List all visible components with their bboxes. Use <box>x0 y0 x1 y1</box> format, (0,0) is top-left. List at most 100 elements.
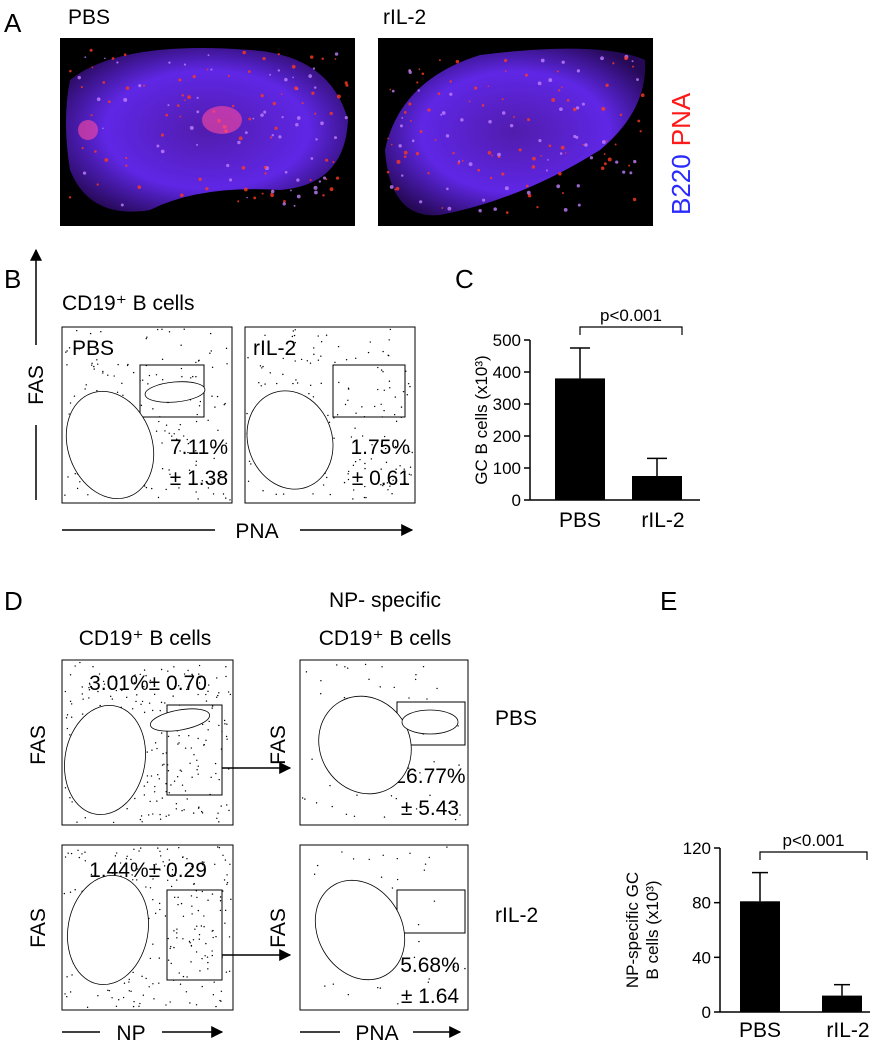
event-dot <box>223 404 225 406</box>
event-dot <box>450 800 452 802</box>
event-dot <box>269 372 271 374</box>
event-dot <box>71 801 73 803</box>
event-dot <box>341 851 343 853</box>
event-dot <box>382 350 384 353</box>
speckle <box>540 154 542 157</box>
event-dot <box>221 956 223 958</box>
event-dot <box>152 898 154 901</box>
event-dot <box>183 328 185 330</box>
speckle <box>335 176 340 180</box>
speckle <box>260 94 264 98</box>
event-dot <box>320 692 322 695</box>
speckle <box>561 60 565 64</box>
speckle <box>504 58 508 63</box>
event-dot <box>149 800 151 803</box>
speckle <box>309 55 314 59</box>
speckle <box>409 120 412 122</box>
event-dot <box>227 691 230 693</box>
event-dot <box>197 773 199 775</box>
gate-sd: ± 0.61 <box>352 467 410 490</box>
speckle <box>292 76 295 79</box>
event-dot <box>189 942 191 944</box>
event-dot <box>145 675 147 677</box>
event-dot <box>352 464 355 467</box>
speckle <box>633 159 637 164</box>
speckle <box>455 59 460 64</box>
event-dot <box>90 873 93 876</box>
event-dot <box>156 747 158 750</box>
event-dot <box>190 961 192 963</box>
event-dot <box>153 791 156 793</box>
event-dot <box>70 852 73 855</box>
event-dot <box>201 480 203 482</box>
speckle <box>333 136 338 140</box>
event-dot <box>198 673 200 675</box>
event-dot <box>155 430 158 432</box>
event-dot <box>346 667 349 669</box>
event-dot <box>433 761 435 763</box>
event-dot <box>97 348 99 350</box>
event-dot <box>177 685 180 687</box>
event-dot <box>409 806 411 808</box>
y-tick-label: 200 <box>493 427 521 446</box>
event-dot <box>196 896 198 899</box>
speckle <box>282 202 286 206</box>
gate-percent: 7.11% <box>170 436 228 459</box>
event-dot <box>133 848 135 850</box>
event-dot <box>186 976 188 978</box>
speckle <box>566 99 570 102</box>
speckle <box>102 81 106 84</box>
event-dot <box>166 879 169 882</box>
gate-sd: ± 5.43 <box>401 797 459 820</box>
event-dot <box>152 813 154 815</box>
event-dot <box>147 383 149 385</box>
event-dot <box>196 925 198 927</box>
event-dot <box>163 763 165 765</box>
event-dot <box>171 873 174 876</box>
event-dot <box>162 752 164 755</box>
event-dot <box>306 360 309 362</box>
event-dot <box>188 940 191 943</box>
event-dot <box>147 814 150 816</box>
event-dot <box>219 896 222 898</box>
event-dot <box>165 424 168 426</box>
event-dot <box>380 483 382 486</box>
event-dot <box>199 970 201 972</box>
speckle <box>189 125 194 130</box>
event-dot <box>123 982 126 984</box>
event-dot <box>322 484 325 486</box>
event-dot <box>324 985 326 987</box>
axis-title: PNA <box>235 520 278 543</box>
event-dot <box>100 331 102 333</box>
event-dot <box>400 406 403 408</box>
event-dot <box>189 762 191 765</box>
y-axis-title: GC B cells (x10³) <box>472 355 491 484</box>
event-dot <box>203 915 205 917</box>
event-dot <box>145 486 148 489</box>
event-dot <box>197 807 200 809</box>
event-dot <box>107 374 109 376</box>
speckle <box>180 193 184 198</box>
event-dot <box>388 380 391 382</box>
event-dot <box>320 680 322 682</box>
event-dot <box>177 903 179 906</box>
event-dot <box>400 416 403 419</box>
y-tick-label: 100 <box>493 459 521 478</box>
event-dot <box>347 399 349 401</box>
speckle <box>104 57 106 60</box>
plot-label: rIL-2 <box>253 337 296 360</box>
event-dot <box>96 359 98 361</box>
event-dot <box>117 363 119 366</box>
event-dot <box>176 438 178 440</box>
event-dot <box>64 494 66 496</box>
speckle <box>576 69 581 73</box>
event-dot <box>211 930 213 932</box>
speckle <box>332 160 335 163</box>
event-dot <box>182 915 185 917</box>
event-dot <box>91 362 93 365</box>
speckle <box>606 140 608 142</box>
event-dot <box>170 784 172 786</box>
event-dot <box>394 445 397 448</box>
event-dot <box>262 490 264 492</box>
event-dot <box>164 702 166 704</box>
